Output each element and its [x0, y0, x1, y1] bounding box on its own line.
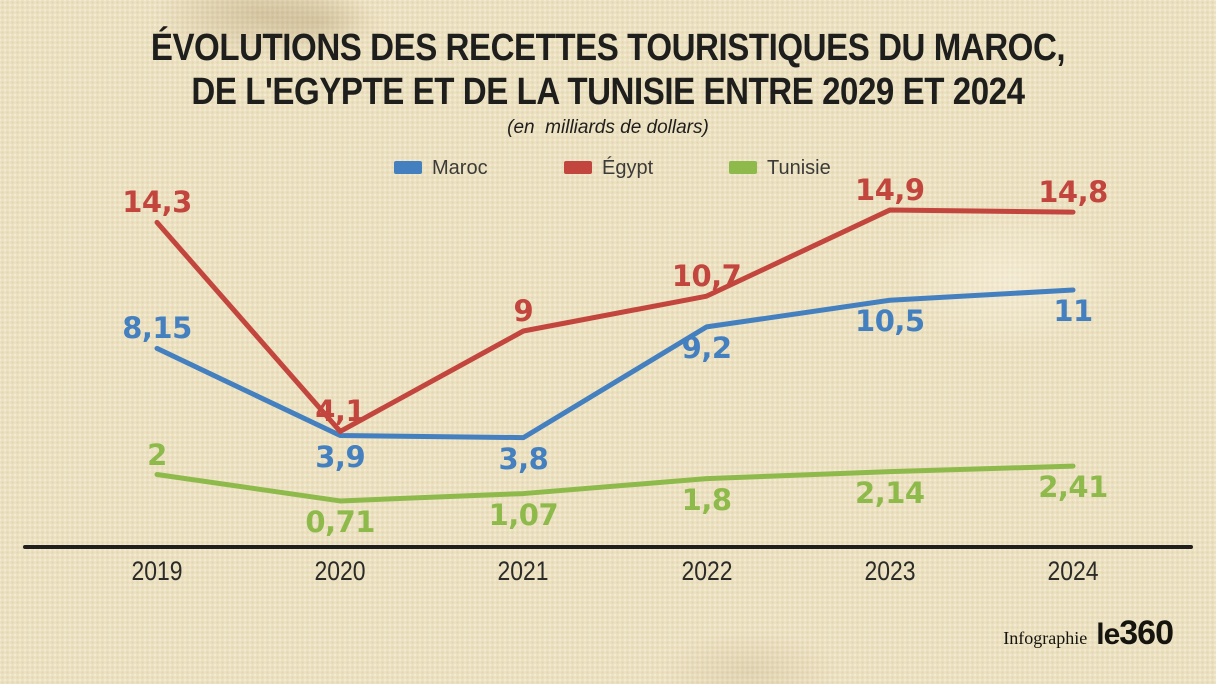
legend-label-maroc: Maroc [432, 157, 488, 179]
legend-swatch-tunisie [729, 161, 757, 174]
le360-logo-le: le [1096, 618, 1120, 651]
data-label-egypt-2024: 14,8 [1038, 175, 1108, 210]
legend-swatch-egypt [564, 161, 592, 174]
data-label-tunisie-2021: 1,07 [488, 497, 559, 532]
footer: Infographie le 360 [1003, 614, 1174, 653]
x-tick-2021: 2021 [497, 556, 549, 586]
series-line-maroc [154, 287, 1076, 441]
data-label-egypt-2022: 10,7 [671, 259, 742, 294]
data-label-tunisie-2019: 2 [147, 437, 167, 472]
x-tick-2024: 2024 [1047, 556, 1099, 586]
data-label-egypt-2023: 14,9 [855, 173, 925, 208]
data-label-maroc-2023: 10,5 [855, 304, 925, 339]
credit-text: Infographie [1003, 628, 1088, 648]
data-label-tunisie-2022: 1,8 [681, 482, 732, 517]
legend-label-egypt: Égypt [602, 157, 654, 179]
x-axis-line [23, 545, 1193, 549]
chart-title-line1: ÉVOLUTIONS DES RECETTES TOURISTIQUES DU … [150, 27, 1066, 69]
legend-label-tunisie: Tunisie [767, 157, 831, 179]
data-label-maroc-2022: 9,2 [681, 330, 732, 365]
legend-item-tunisie: Tunisie [729, 156, 831, 180]
data-label-maroc-2020: 3,9 [315, 439, 366, 474]
x-tick-2022: 2022 [681, 556, 733, 586]
legend-item-maroc: Maroc [394, 156, 488, 180]
data-label-maroc-2019: 8,15 [122, 311, 192, 346]
chart-title-line2: DE L'EGYPTE ET DE LA TUNISIE ENTRE 2029 … [191, 71, 1025, 113]
x-tick-2020: 2020 [314, 556, 366, 586]
x-tick-2023: 2023 [864, 556, 916, 586]
chart-header: ÉVOLUTIONS DES RECETTES TOURISTIQUES DU … [0, 26, 1216, 139]
data-label-tunisie-2024: 2,41 [1038, 470, 1108, 505]
series-line-tunisie [154, 463, 1076, 504]
legend-item-egypt: Égypt [564, 156, 653, 180]
data-label-maroc-2021: 3,8 [498, 441, 549, 476]
data-label-egypt-2019: 14,3 [122, 185, 192, 220]
data-label-maroc-2024: 11 [1053, 294, 1093, 328]
data-label-egypt-2020: 4,1 [315, 394, 366, 429]
series-line-egypt [154, 207, 1076, 434]
chart-subtitle: (en milliards de dollars) [507, 117, 709, 138]
le360-logo: le 360 [1096, 614, 1174, 653]
le360-logo-360: 360 [1119, 614, 1174, 652]
data-label-egypt-2021: 9 [513, 294, 534, 328]
legend-swatch-maroc [394, 161, 422, 174]
data-label-tunisie-2023: 2,14 [855, 475, 925, 510]
x-tick-2019: 2019 [131, 556, 183, 586]
data-label-tunisie-2020: 0,71 [305, 504, 375, 539]
